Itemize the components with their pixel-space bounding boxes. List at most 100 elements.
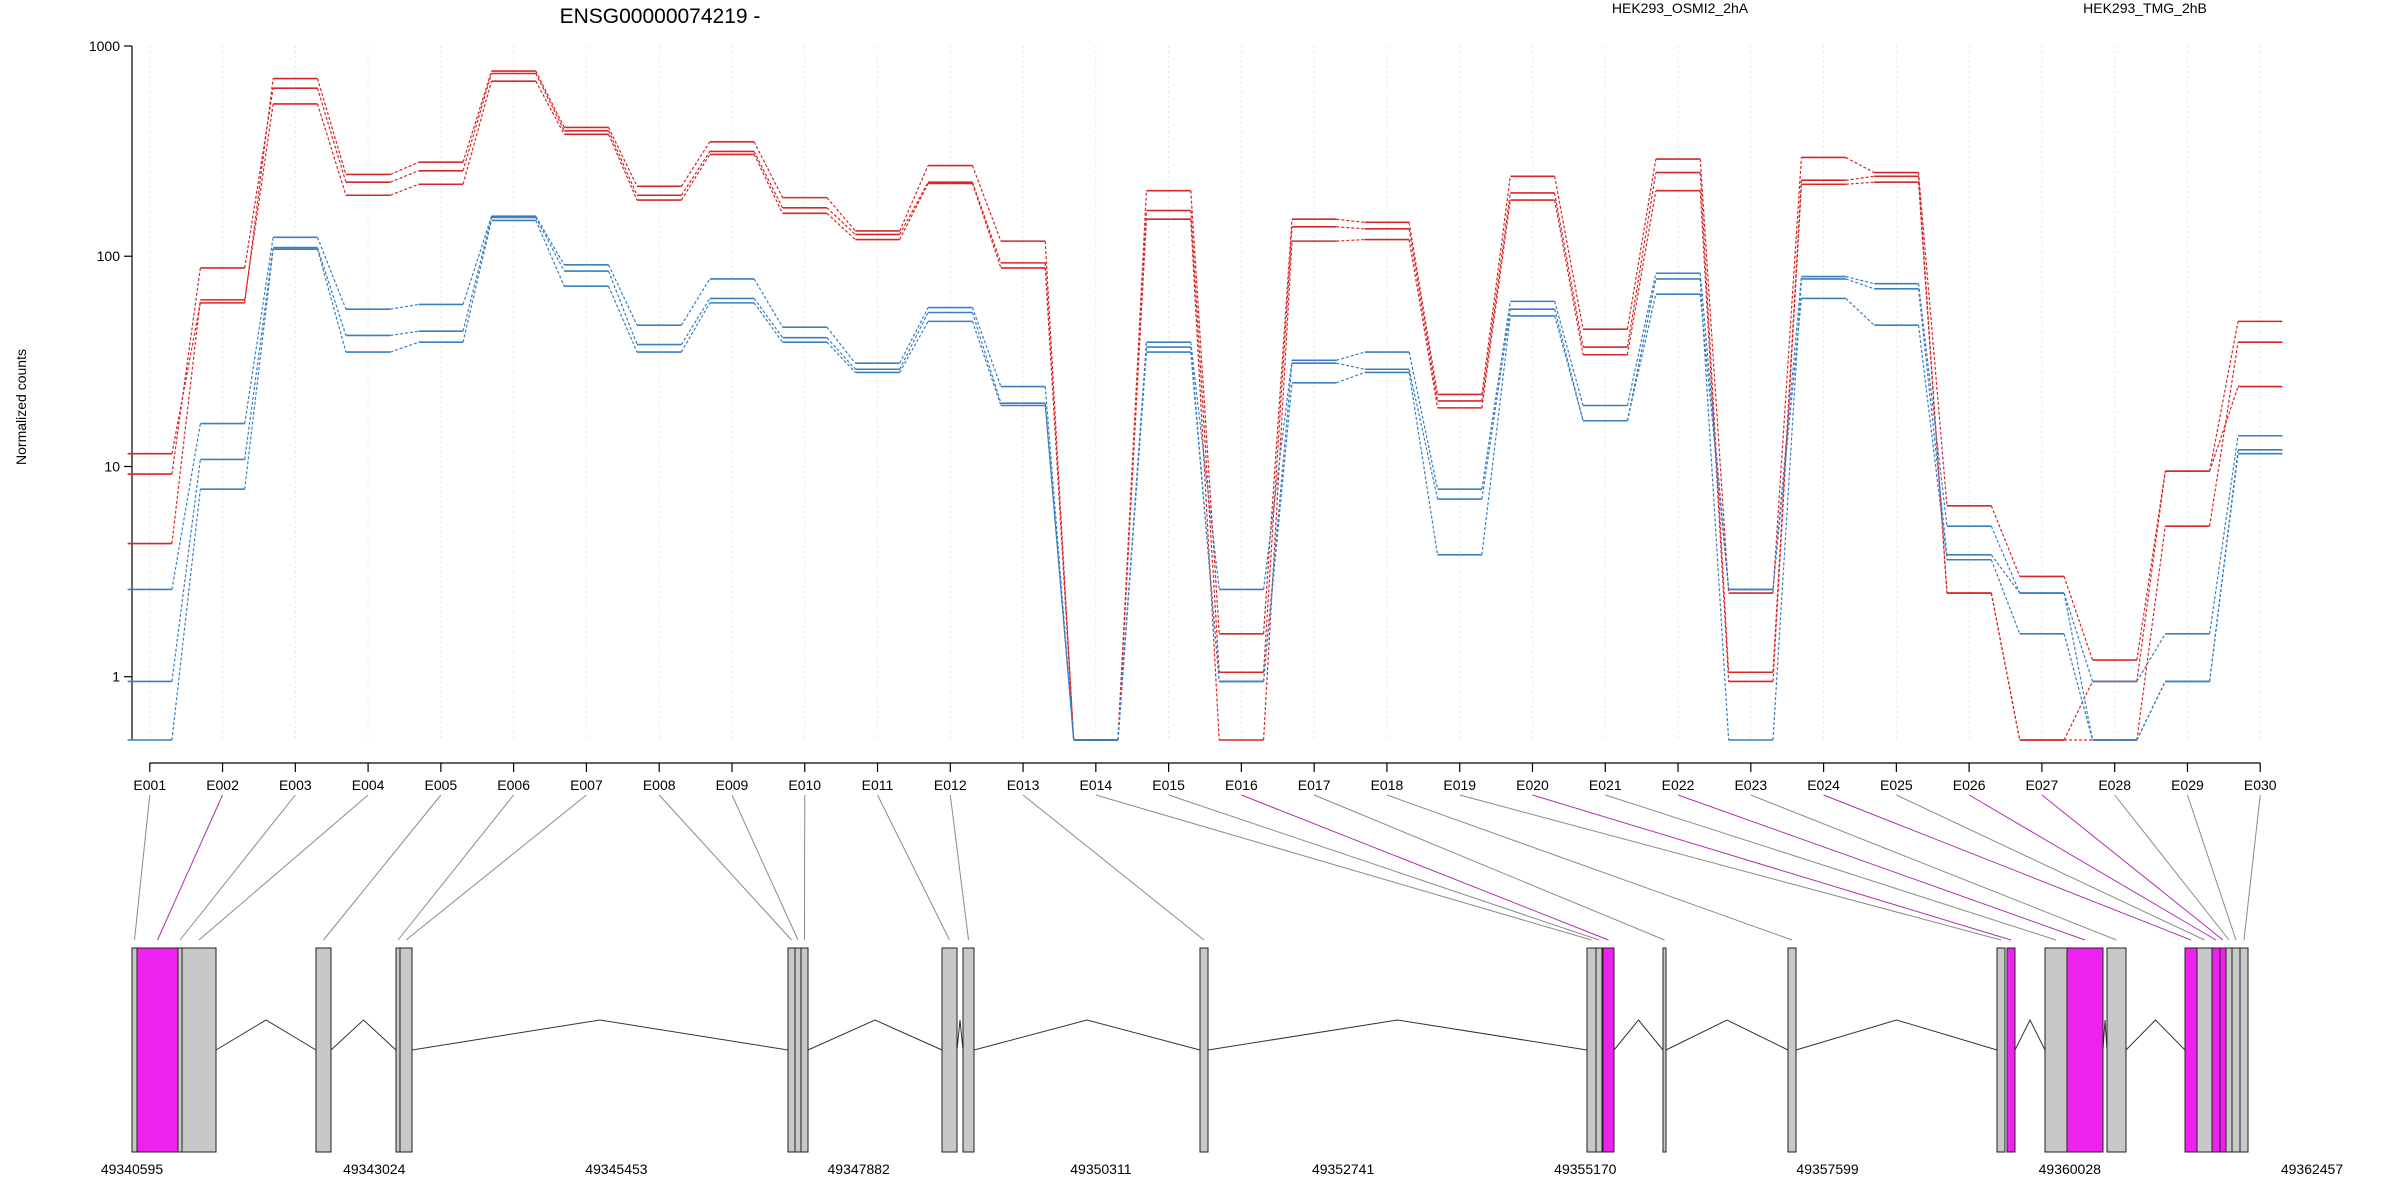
series-lines [127, 70, 2283, 741]
x-tick-label-E020: E020 [1516, 777, 1549, 793]
series-connector [971, 312, 1002, 404]
series-connector [1408, 239, 1439, 408]
exon-block-E022 [2066, 947, 2104, 1153]
series-connector [535, 220, 565, 287]
series-connector [753, 302, 784, 343]
series-connector [316, 78, 347, 175]
coordinate-label: 49347882 [828, 1161, 891, 1177]
legend-entry-osmi2: HEK293_OSMI2_2hA [1612, 0, 1749, 16]
connector-E019 [1459, 794, 2002, 941]
series-connector [1262, 226, 1293, 673]
series-connector [244, 237, 274, 424]
series-connector [1699, 158, 1730, 594]
series-connector [753, 151, 784, 209]
connector-E029 [2186, 794, 2237, 941]
connector-E003 [179, 794, 296, 941]
series-connector [1699, 278, 1730, 741]
series-connector [826, 337, 856, 370]
coordinate-label: 49340595 [101, 1161, 164, 1177]
series-connector [2209, 342, 2239, 527]
exon-block-E008 [787, 947, 796, 1153]
series-connector [899, 181, 929, 235]
connector-E016 [1241, 794, 1609, 941]
x-tick-label-E015: E015 [1152, 777, 1185, 793]
series-connector [1917, 283, 1948, 527]
exon-block-E027 [2219, 947, 2227, 1153]
series-connector [1845, 156, 1875, 174]
series-connector [1336, 351, 1365, 361]
series-connector [171, 302, 201, 454]
series-connector [2209, 435, 2239, 634]
series-connector [244, 103, 274, 300]
series-connector [2063, 633, 2094, 741]
series-connector [1554, 309, 1584, 421]
series-connector [680, 278, 711, 326]
series-connector [608, 270, 638, 345]
series-connector [1336, 362, 1365, 370]
series-connector [1990, 554, 2021, 594]
x-tick-label-E027: E027 [2026, 777, 2059, 793]
legend-entry-tmg: HEK293_TMG_2hB [2083, 0, 2207, 16]
series-connector [2136, 471, 2166, 682]
exon-block-E021 [2044, 947, 2068, 1153]
series-connector [244, 249, 274, 490]
series-connector [1626, 172, 1657, 348]
connector-E006 [397, 794, 515, 941]
series-connector [1190, 190, 1220, 634]
x-axis: E001 E002 E003 E004 E005 E006 E007 E008 E009 E010… [133, 762, 2277, 793]
series-connector [899, 312, 929, 370]
exon-block-E017 [1662, 947, 1667, 1153]
series-connector [390, 183, 419, 196]
exon-block-E010 [800, 947, 809, 1153]
series-connector [826, 212, 856, 241]
series-connector [390, 170, 419, 183]
series-connector [1554, 199, 1584, 355]
connector-E028 [2114, 794, 2230, 941]
series-connector [535, 215, 565, 266]
connector-E005 [323, 794, 442, 941]
series-connector [1917, 325, 1948, 560]
intron-line [1665, 1019, 1789, 1051]
series-connector [1408, 372, 1439, 555]
series-connector [2209, 453, 2239, 682]
series-connector [899, 183, 929, 240]
series-connector [2136, 471, 2166, 661]
series-connector [1117, 342, 1148, 741]
series-connector [1699, 172, 1730, 673]
series-connector [1481, 301, 1511, 490]
series-connector [1481, 309, 1511, 500]
genomic-coordinate-axis: 49340595 49343024 49345453 49347882 49350311… [101, 1161, 2344, 1177]
series-connector [244, 247, 274, 460]
connector-E015 [1168, 794, 1600, 941]
coordinate-label: 49350311 [1070, 1161, 1131, 1177]
series-connector [826, 197, 856, 232]
series-connector [1990, 559, 2021, 635]
series-connector [171, 423, 201, 590]
series-connector [1772, 278, 1803, 741]
series-connector [535, 217, 565, 272]
series-connector [2209, 386, 2239, 472]
x-tick-label-E030: E030 [2244, 777, 2277, 793]
series-connector [1699, 294, 1730, 590]
series-connector [1554, 315, 1584, 421]
series-connector [1190, 352, 1220, 682]
series-connector [316, 103, 347, 196]
series-connector [680, 298, 711, 345]
series-connector [1190, 342, 1220, 590]
series-connector [2136, 633, 2166, 682]
y-axis: 1 10 100 1000 [89, 38, 133, 740]
series-connector [971, 165, 1002, 242]
series-connector [1481, 192, 1511, 402]
series-connector [608, 285, 638, 353]
series-connector [535, 70, 565, 128]
exon-block-E013 [1199, 947, 1209, 1153]
series-connector [608, 264, 638, 326]
intron-line [1613, 1019, 1664, 1051]
x-tick-label-E024: E024 [1807, 777, 1840, 793]
series-connector [1408, 369, 1439, 500]
x-tick-label-E014: E014 [1079, 777, 1112, 793]
series-connector [1044, 403, 1075, 741]
series-connector [1408, 228, 1439, 402]
series-connector [1554, 301, 1584, 406]
